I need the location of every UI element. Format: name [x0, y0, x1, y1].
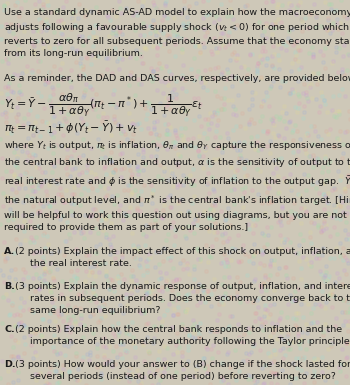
Text: where $Y_t$ is output, $\pi_t$ is inflation, $\theta_{\pi}$ and $\theta_Y$ captu: where $Y_t$ is output, $\pi_t$ is inflat… [4, 139, 350, 231]
Text: Use a standard dynamic AS-AD model to explain how the macroeconomy
adjusts follo: Use a standard dynamic AS-AD model to ex… [4, 8, 350, 58]
Text: C.: C. [4, 325, 15, 334]
Text: (3 points) Explain the dynamic response of output, inflation, and interest
     : (3 points) Explain the dynamic response … [15, 282, 350, 315]
Text: (2 points) Explain the impact effect of this shock on output, inflation, and
   : (2 points) Explain the impact effect of … [15, 247, 350, 268]
Text: $Y_t = \bar{Y} - \dfrac{\alpha\theta_{\pi}}{1+\alpha\theta_Y}(\pi_t - \pi^*) + \: $Y_t = \bar{Y} - \dfrac{\alpha\theta_{\p… [4, 92, 203, 119]
Text: D.: D. [4, 360, 16, 369]
Text: $\pi_t = \pi_{t-1} + \phi(Y_t - \bar{Y}) + v_t$: $\pi_t = \pi_{t-1} + \phi(Y_t - \bar{Y})… [4, 119, 138, 136]
Text: B.: B. [4, 282, 15, 291]
Text: A.: A. [4, 247, 15, 256]
Text: (3 points) How would your answer to (B) change if the shock lasted for
     seve: (3 points) How would your answer to (B) … [15, 360, 350, 381]
Text: (2 points) Explain how the central bank responds to inflation and the
     impor: (2 points) Explain how the central bank … [15, 325, 350, 346]
Text: As a reminder, the DAD and DAS curves, respectively, are provided below:: As a reminder, the DAD and DAS curves, r… [4, 74, 350, 83]
